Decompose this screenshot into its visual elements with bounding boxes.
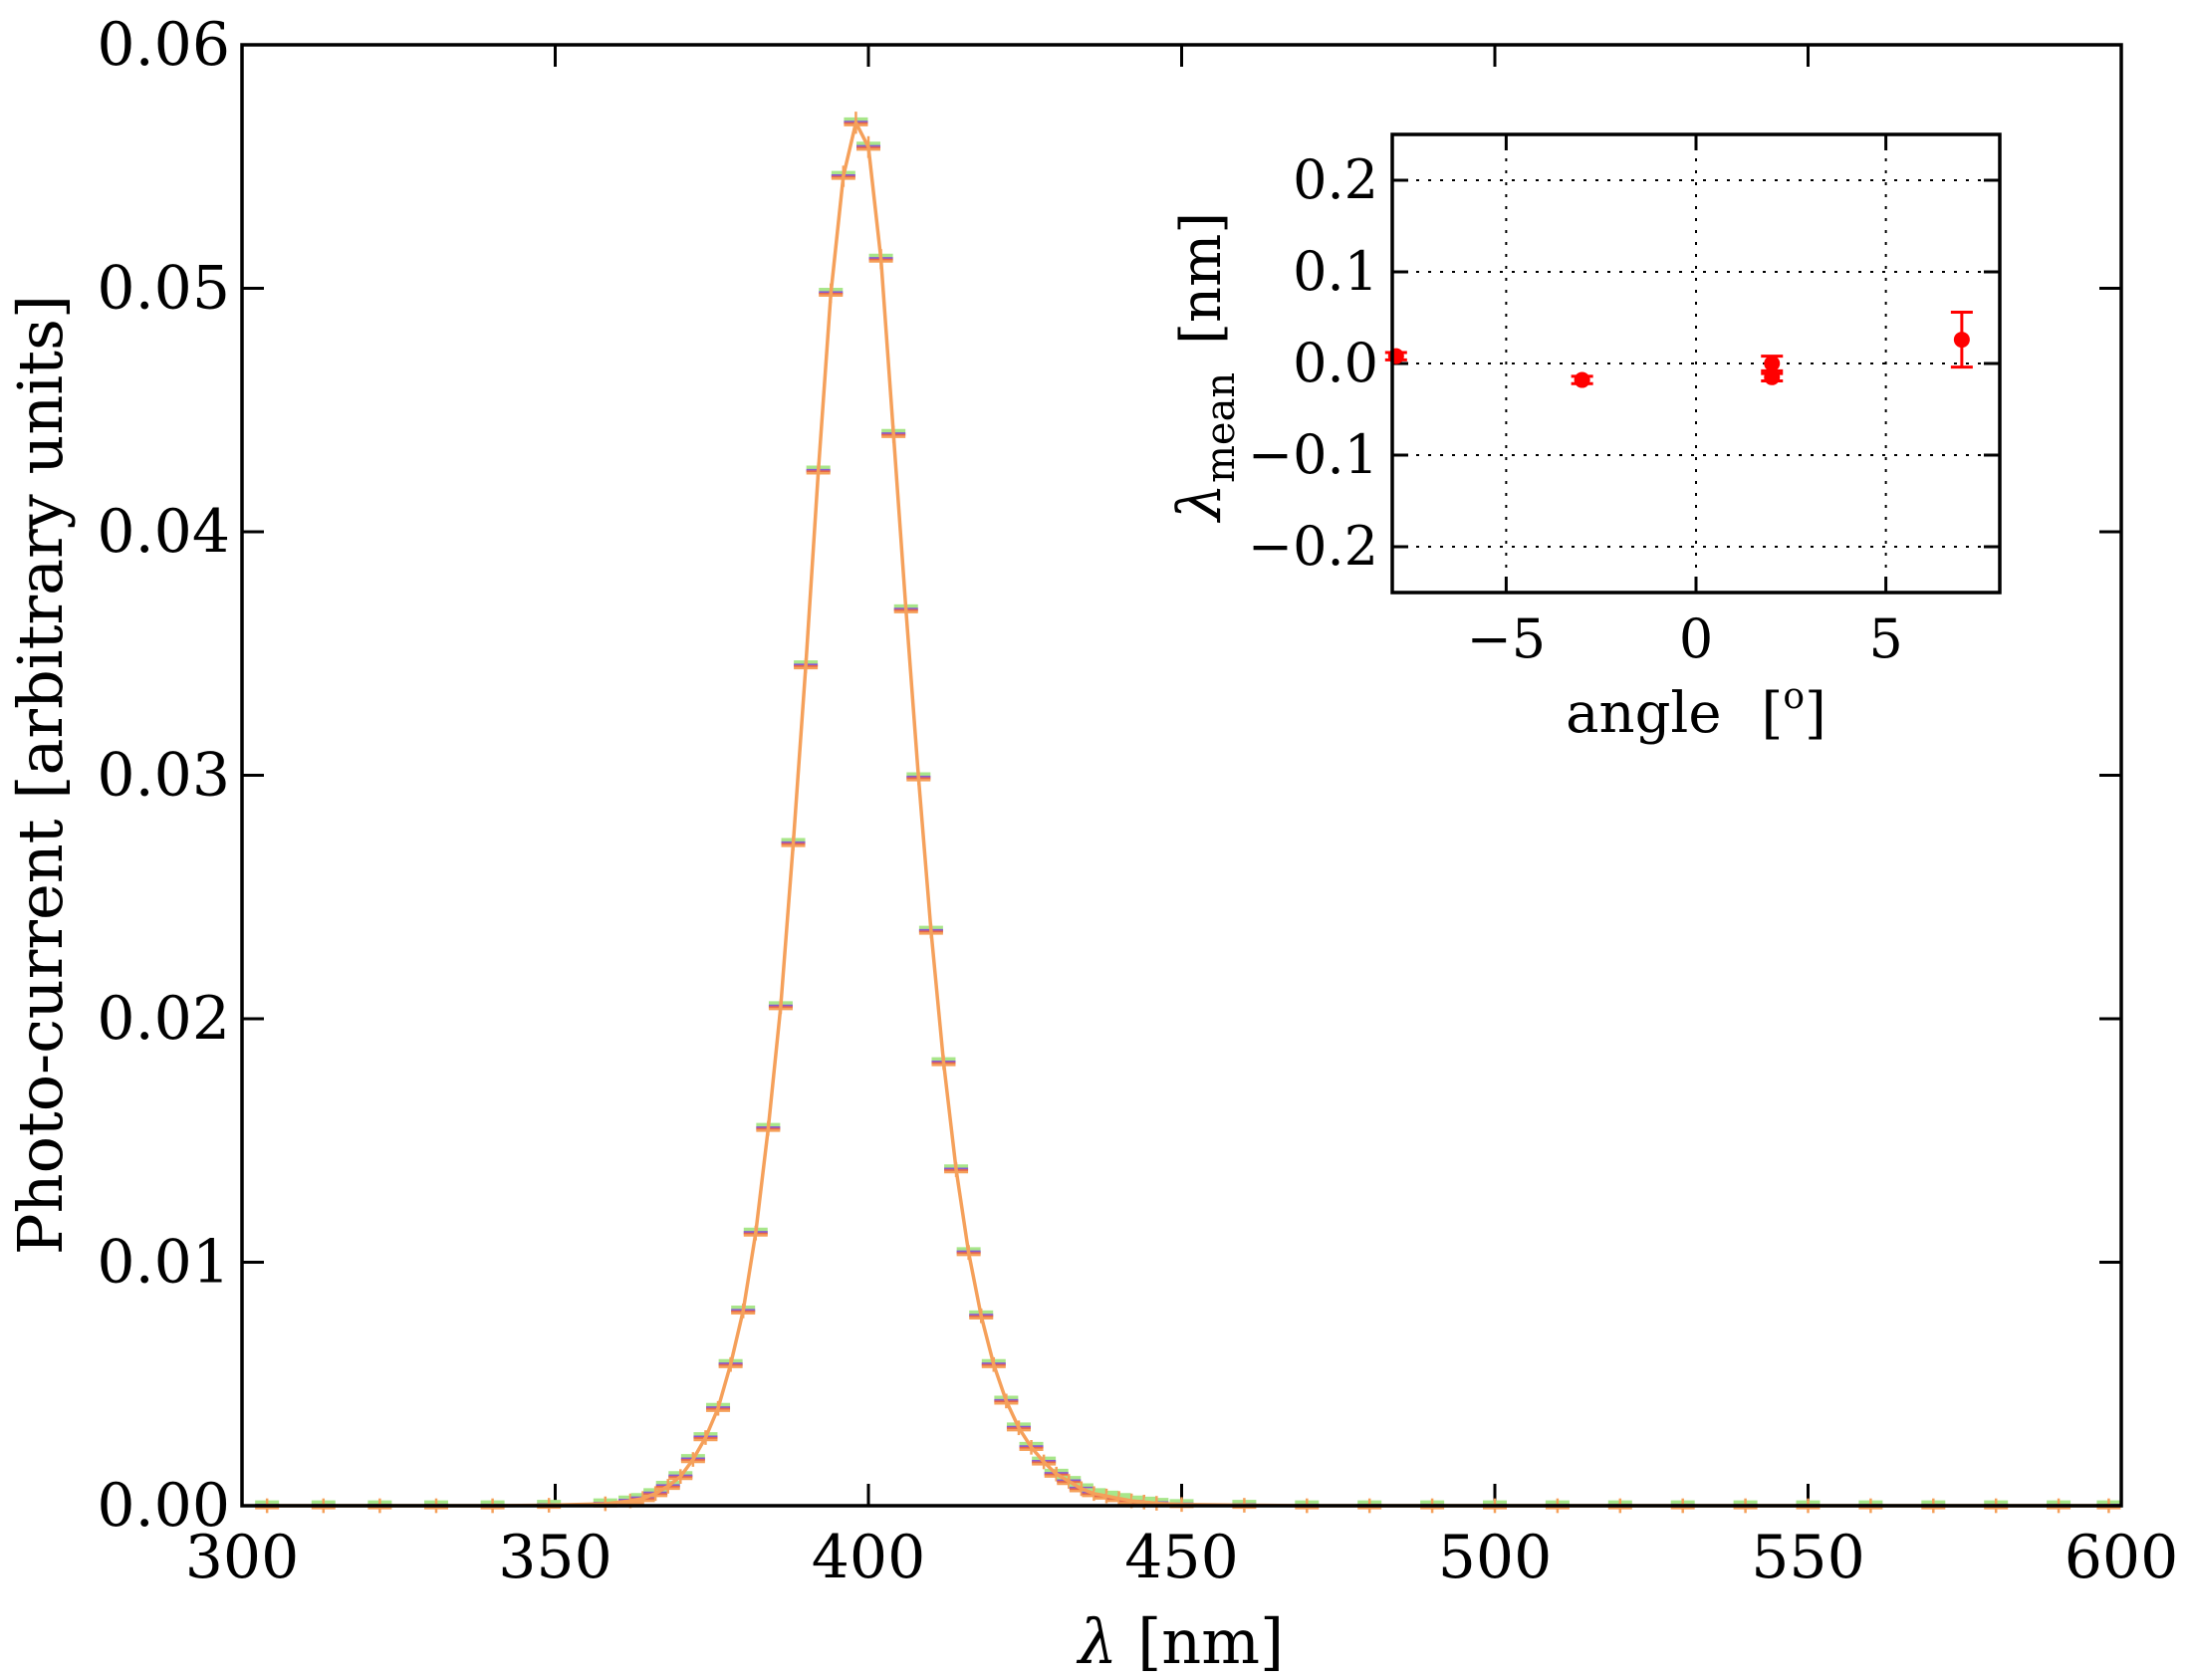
x-tick-label: 500 <box>1438 1523 1553 1592</box>
inset-y-tick-label: 0.1 <box>1293 240 1378 303</box>
main-plot-frame <box>240 43 2123 1508</box>
x-tick-label: 350 <box>498 1523 612 1592</box>
x-tick-label: 600 <box>2065 1523 2179 1592</box>
main-y-axis-label: Photo-current [arbitrary units] <box>4 295 77 1255</box>
inset-tick-labels: −5 0 5 0.2 0.1 0.0 −0.1 −0.2 <box>1248 148 1903 670</box>
main-x-axis-label: λ [nm] <box>1076 1605 1284 1678</box>
inset-x-tick-label: −5 <box>1467 607 1547 670</box>
x-tick-label: 550 <box>1751 1523 1865 1592</box>
inset-x-label-bracket-open: [ <box>1761 681 1783 746</box>
x-tick-label: 300 <box>185 1523 300 1592</box>
inset-points <box>1384 310 1973 388</box>
x-axis-symbol: λ <box>1076 1605 1117 1678</box>
inset-y-tick-label: 0.2 <box>1293 148 1378 211</box>
inset-data-point <box>1574 371 1590 388</box>
main-tick-labels: 300 350 400 450 500 550 6000.000.010.020.030.0… <box>97 10 2178 1592</box>
y-tick-label: 0.06 <box>97 10 230 80</box>
inset-x-axis-label: angle [o] <box>1566 676 1826 746</box>
inset-x-tick-label: 0 <box>1679 607 1713 670</box>
inset-y-axis-label: λmean [nm] <box>1165 212 1244 523</box>
x-tick-label: 400 <box>812 1523 926 1592</box>
inset-x-label-text: angle <box>1566 681 1721 746</box>
inset-grid <box>1392 134 2000 593</box>
y-tick-label: 0.00 <box>97 1471 230 1541</box>
inset-y-tick-label: −0.2 <box>1248 515 1378 578</box>
y-tick-label: 0.01 <box>97 1228 230 1298</box>
inset-data-point <box>1953 332 1970 349</box>
y-tick-label: 0.05 <box>97 254 230 324</box>
inset-y-axis-symbol: λ <box>1165 483 1235 523</box>
inset-y-axis-unit: [nm] <box>1169 212 1234 345</box>
inset-x-label-bracket-close: ] <box>1805 681 1826 746</box>
y-tick-label: 0.02 <box>97 984 230 1054</box>
x-tick-label: 450 <box>1124 1523 1239 1592</box>
inset-x-label-unit: o <box>1783 676 1805 717</box>
main-plot: 300 350 400 450 500 550 6000.000.010.020.030.0… <box>4 10 2178 1678</box>
inset-x-tick-label: 5 <box>1868 607 1902 670</box>
inset-y-axis-subscript: mean <box>1198 372 1244 483</box>
y-tick-label: 0.03 <box>97 741 230 811</box>
inset-plot: −5 0 5 0.2 0.1 0.0 −0.1 −0.2 angle [o] λmean [nm] <box>1165 132 2002 746</box>
inset-data-point <box>1387 348 1404 364</box>
inset-y-tick-label: −0.1 <box>1248 423 1378 486</box>
inset-frame <box>1390 132 2002 595</box>
inset-y-tick-label: 0.0 <box>1293 332 1378 394</box>
y-tick-label: 0.04 <box>97 497 230 567</box>
inset-data-point <box>1764 356 1781 371</box>
inset-ticks <box>1392 134 2000 593</box>
inset-data-point <box>1764 368 1781 385</box>
x-axis-unit: [nm] <box>1137 1605 1284 1678</box>
